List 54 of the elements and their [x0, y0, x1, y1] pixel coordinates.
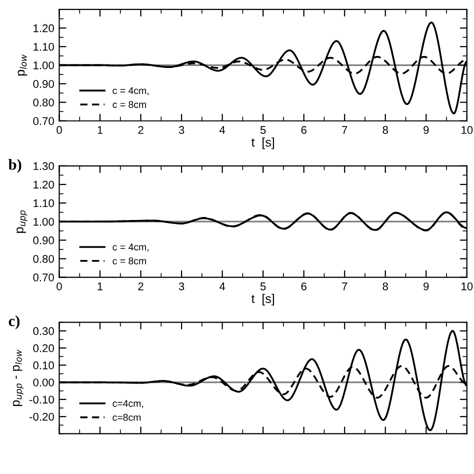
x-tick-label: 2: [138, 126, 144, 134]
y-axis-title: p$_{upp}$ - p$_{low}$: [12, 350, 24, 406]
y-tick-label: 0.20: [33, 344, 54, 352]
y-tick-label: 1.20: [34, 180, 54, 189]
y-tick-label: 0.90: [33, 80, 54, 88]
legend-label: c = 4cm,: [112, 87, 148, 96]
y-tick-label: 1.10: [34, 199, 54, 208]
y-tick-label: 1.30: [34, 162, 54, 170]
text: c): [8, 315, 20, 330]
x-tick-label: 7: [342, 282, 348, 290]
legend-label: c=4cm,: [112, 400, 144, 408]
y-tick-label: 0.80: [33, 254, 54, 263]
y-axis-title: p$_{low}$: [18, 54, 28, 76]
y-axis-title: p$_{upp}$: [16, 210, 28, 233]
x-tick-label: 4: [219, 126, 226, 134]
x-tick-label: 5: [260, 282, 266, 290]
x-tick-label: 7: [342, 126, 348, 134]
x-tick-label: 4: [219, 282, 226, 290]
y-tick-label: 0.70: [33, 274, 54, 282]
x-tick-label: 10: [462, 126, 473, 134]
x-tick-label: 1: [98, 282, 103, 290]
y-tick-label: 1.00: [34, 61, 54, 70]
y-tick-label: 0.00: [33, 378, 54, 386]
x-tick-label: 8: [382, 126, 388, 134]
x-tick-label: 1: [98, 126, 103, 134]
legend-label: c = 4cm,: [112, 244, 148, 252]
x-tick-label: 10: [462, 282, 473, 290]
y-tick-label: 0.10: [33, 361, 54, 370]
x-tick-label: 3: [178, 126, 184, 134]
y-tick-label: 0.90: [33, 236, 54, 244]
x-tick-label: 9: [424, 126, 429, 134]
legend-label: c = 8cm: [112, 101, 146, 108]
y-tick-label: 0.70: [33, 117, 54, 126]
y-tick-label: 0.30: [33, 327, 54, 336]
y-tick-label: 1.20: [34, 24, 54, 32]
y-tick-label: 0.80: [33, 98, 54, 106]
legend-label: c=8cm: [112, 414, 141, 421]
y-tick-label: -0.10: [30, 396, 54, 404]
x-tick-label: 0: [56, 282, 62, 290]
x-tick-label: 6: [301, 126, 306, 134]
y-tick-label: -0.20: [30, 412, 54, 421]
text: b): [8, 158, 22, 173]
y-tick-label: 1.00: [34, 218, 54, 226]
x-tick-label: 3: [178, 282, 184, 290]
x-tick-label: 5: [260, 126, 266, 134]
legend-label: c = 8cm: [112, 258, 146, 264]
x-tick-label: 9: [424, 282, 429, 290]
x-tick-label: 0: [56, 126, 62, 134]
x-tick-label: 6: [301, 282, 306, 290]
y-tick-label: 1.10: [34, 42, 54, 51]
x-axis-title: t [s]: [251, 137, 274, 150]
x-tick-label: 8: [382, 282, 388, 290]
x-axis-title: t [s]: [251, 294, 274, 306]
x-tick-label: 2: [138, 282, 144, 290]
